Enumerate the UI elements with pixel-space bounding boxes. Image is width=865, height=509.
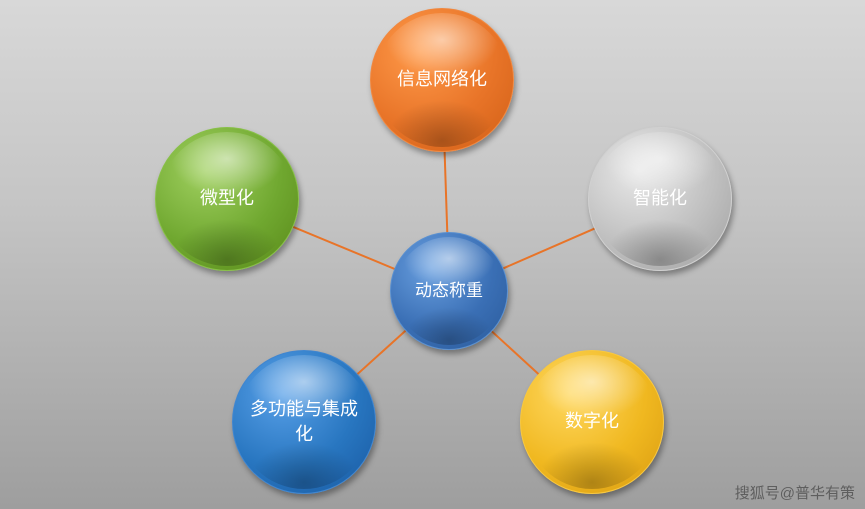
outer-node-intelligent: 智能化 (588, 127, 732, 271)
node-label: 信息网络化 (383, 67, 501, 92)
node-label: 动态称重 (401, 279, 497, 303)
outer-node-digital: 数字化 (520, 350, 664, 494)
center-node: 动态称重 (390, 232, 508, 350)
outer-node-miniaturize: 微型化 (155, 127, 299, 271)
node-label: 微型化 (186, 186, 268, 211)
node-label: 数字化 (551, 409, 633, 434)
node-label: 多功能与集成化 (233, 397, 375, 447)
outer-node-multifunction: 多功能与集成化 (232, 350, 376, 494)
radial-diagram: 信息网络化智能化数字化 多功能与集成化 微型化动态称重 (0, 0, 865, 509)
node-label: 智能化 (619, 186, 701, 211)
watermark-text: 搜狐号@普华有策 (735, 482, 855, 503)
outer-node-info-network: 信息网络化 (370, 8, 514, 152)
